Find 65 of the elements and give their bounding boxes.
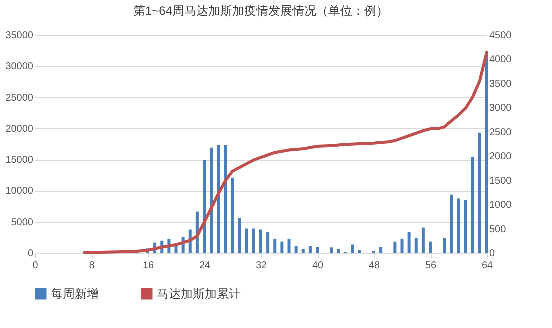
bar <box>260 230 262 253</box>
bar <box>486 52 488 253</box>
bar <box>330 248 334 253</box>
y2-tick-label: 1500 <box>490 176 512 187</box>
x-tick-label: 56 <box>425 260 437 272</box>
bar <box>288 239 291 253</box>
y2-tick-label: 0 <box>490 248 496 260</box>
y2-tick-label: 1000 <box>490 200 512 212</box>
bar <box>414 238 418 253</box>
y-tick-label: 5000 <box>11 217 34 228</box>
x-tick-label: 64 <box>482 260 494 272</box>
bar <box>450 194 454 253</box>
y-tick-label: 0 <box>28 248 34 260</box>
legend-label: 每周新增 <box>51 287 99 301</box>
y2-tick-label: 2500 <box>490 127 512 138</box>
y2-tick-label: 4000 <box>490 54 512 66</box>
y2-tick-label: 500 <box>490 224 507 236</box>
bar <box>471 157 474 253</box>
bar <box>252 228 256 253</box>
bar <box>443 238 446 253</box>
bar <box>274 238 277 253</box>
bar <box>337 249 340 253</box>
x-tick-label: 16 <box>142 260 154 272</box>
y2-tick-label: 2000 <box>490 152 512 163</box>
bar <box>408 232 411 253</box>
y-tick-label: 35000 <box>6 30 34 42</box>
bar <box>422 228 425 253</box>
x-tick-label: 48 <box>368 260 380 272</box>
y-tick-label: 15000 <box>6 155 34 166</box>
y-tick-label: 10000 <box>6 186 34 198</box>
line-series <box>82 50 488 254</box>
y2-tick-label: 3000 <box>490 103 512 114</box>
bar <box>464 200 468 253</box>
bar <box>429 242 432 253</box>
bar <box>358 250 362 253</box>
bar <box>478 132 482 253</box>
x-tick-label: 32 <box>256 260 268 272</box>
chart-title: 第1~64周马达加斯加疫情发展情况（单位：例） <box>133 4 389 18</box>
y2-tick-label: 4500 <box>490 30 512 42</box>
y-tick-label: 30000 <box>6 62 34 73</box>
bar <box>280 242 284 253</box>
y-tick-label: 25000 <box>6 92 34 104</box>
legend-label: 马达加斯加累计 <box>157 287 241 301</box>
bar <box>302 249 305 253</box>
bar <box>394 242 397 253</box>
bar <box>217 144 220 253</box>
bar <box>457 198 460 253</box>
bar <box>231 178 234 253</box>
bar <box>294 246 298 253</box>
bar <box>266 232 270 253</box>
y-tick-label: 20000 <box>6 124 34 135</box>
bar <box>210 148 214 253</box>
bar <box>238 218 242 253</box>
bar <box>203 160 206 253</box>
bar <box>308 246 312 253</box>
bar <box>316 247 319 253</box>
bar <box>380 247 383 253</box>
bar <box>400 238 404 253</box>
y2-tick-label: 3500 <box>490 78 512 90</box>
bar <box>351 244 354 253</box>
x-tick-label: 8 <box>89 260 96 272</box>
bar <box>224 144 228 253</box>
x-tick-label: 24 <box>199 260 211 272</box>
bar <box>245 228 248 253</box>
x-tick-label: 40 <box>312 260 324 272</box>
